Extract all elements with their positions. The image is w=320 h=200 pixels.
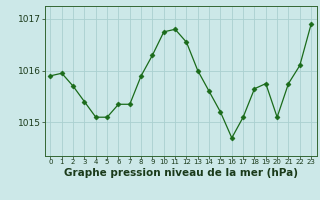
X-axis label: Graphe pression niveau de la mer (hPa): Graphe pression niveau de la mer (hPa): [64, 168, 298, 178]
